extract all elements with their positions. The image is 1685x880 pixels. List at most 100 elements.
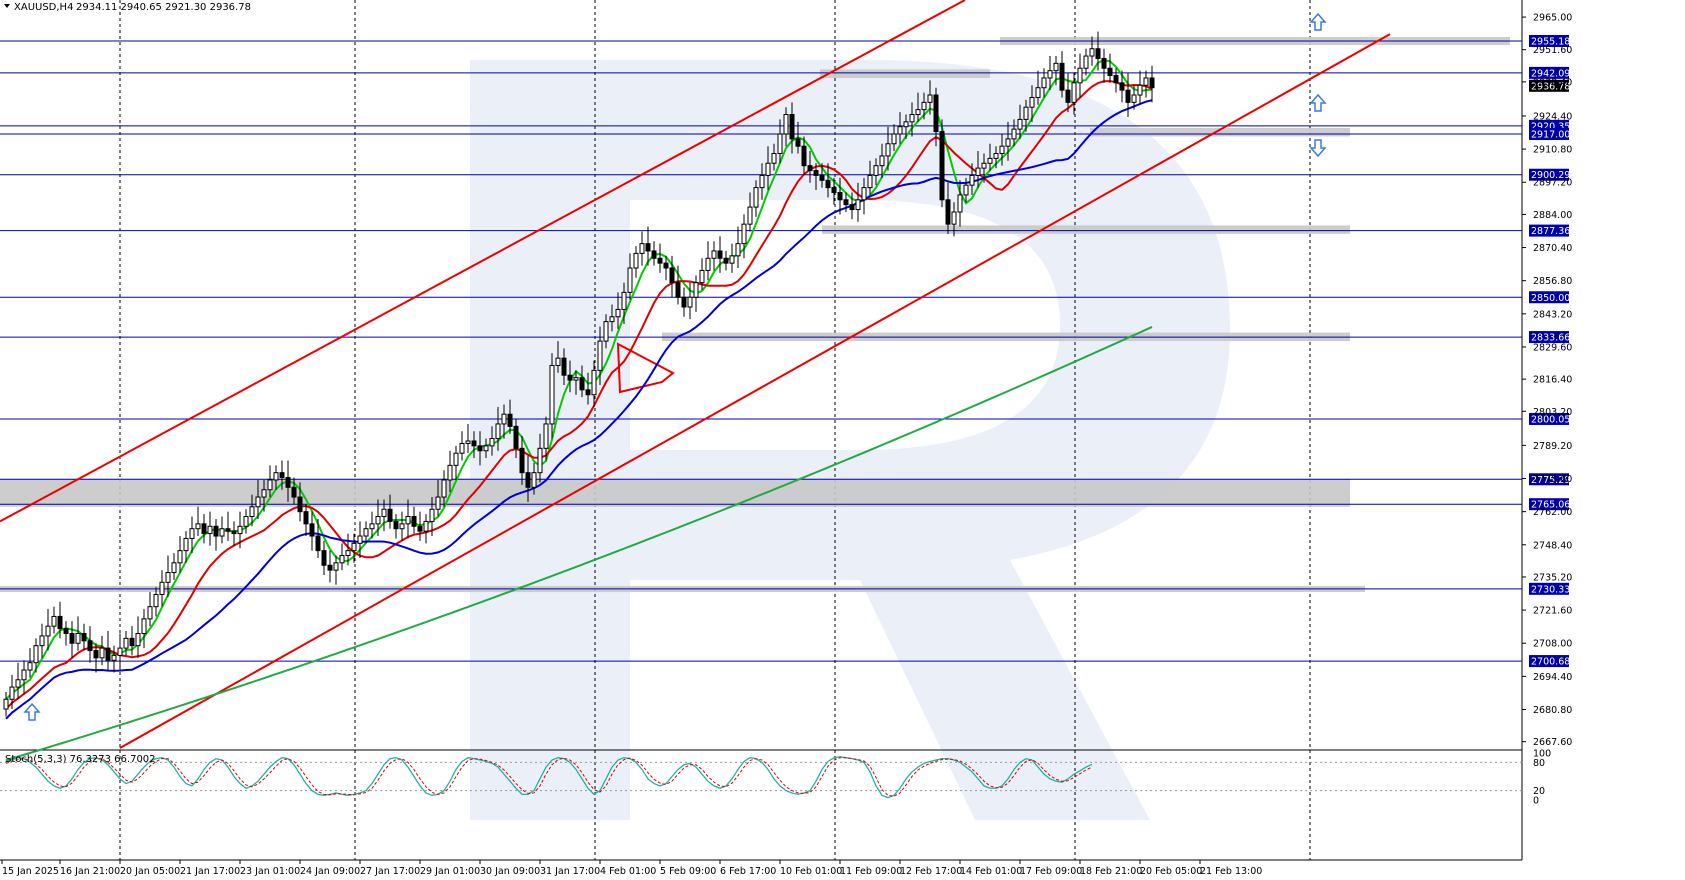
y-tick-label: 2951.60 bbox=[1533, 45, 1572, 56]
candle-body bbox=[429, 508, 435, 522]
candle-body bbox=[507, 413, 513, 427]
candle-body bbox=[1029, 96, 1035, 108]
candle-body bbox=[111, 654, 117, 661]
candle-body bbox=[933, 94, 939, 133]
level-tag bbox=[1529, 582, 1569, 595]
candle-body bbox=[585, 389, 591, 396]
candle-body bbox=[339, 555, 345, 564]
candle-body bbox=[243, 516, 249, 527]
candle-body bbox=[825, 179, 831, 189]
candle-body bbox=[93, 650, 99, 659]
candle-body bbox=[357, 535, 363, 544]
candle-body bbox=[327, 564, 333, 571]
candle-body bbox=[129, 637, 135, 647]
y-tick-label: 2748.40 bbox=[1533, 540, 1572, 551]
candle-body bbox=[369, 523, 375, 530]
candle-body bbox=[993, 152, 999, 159]
candle-body bbox=[363, 528, 369, 537]
candle-body bbox=[81, 632, 87, 642]
candle-body bbox=[837, 191, 843, 201]
candle-body bbox=[393, 520, 399, 530]
time-axis: 15 Jan 2025 16 Jan 21:00 20 Jan 05:00 21 Ja… bbox=[1, 860, 1262, 877]
candle-body bbox=[63, 628, 69, 634]
x-tick-label: 30 Jan 09:00 bbox=[480, 866, 540, 877]
level-tag-label: 2700.68 bbox=[1531, 657, 1570, 668]
y-tick-label: 2870.40 bbox=[1533, 243, 1572, 254]
y-tick-label: 2856.80 bbox=[1533, 276, 1572, 287]
candle-body bbox=[987, 157, 993, 164]
candle-body bbox=[981, 162, 987, 169]
candle-body bbox=[861, 187, 867, 201]
candle-body bbox=[813, 170, 819, 176]
candle-body bbox=[495, 423, 501, 440]
watermark-logo bbox=[470, 60, 1230, 820]
candle-body bbox=[321, 550, 327, 566]
y-tick-label: 2884.00 bbox=[1533, 210, 1572, 221]
y-tick-label: 2775.60 bbox=[1533, 474, 1572, 485]
candle-body bbox=[951, 211, 957, 225]
candle-body bbox=[969, 174, 975, 186]
candle-body bbox=[153, 594, 159, 608]
candle-body bbox=[651, 250, 657, 259]
candle-body bbox=[309, 523, 315, 537]
candle-body bbox=[573, 377, 579, 381]
y-tick-label: 2667.60 bbox=[1533, 737, 1572, 748]
stochastic-panel bbox=[0, 756, 1522, 799]
level-tag-label: 2917.00 bbox=[1531, 130, 1570, 141]
candle-body bbox=[447, 464, 453, 481]
price-zone bbox=[0, 478, 1350, 507]
candle-body bbox=[1023, 106, 1029, 120]
candle-body bbox=[1077, 67, 1083, 84]
candle-body bbox=[525, 472, 531, 488]
candle-body bbox=[945, 199, 951, 225]
candle-body bbox=[927, 94, 933, 103]
candle-body bbox=[897, 126, 903, 135]
candle-body bbox=[387, 508, 393, 522]
up-arrow-icon bbox=[23, 702, 41, 721]
y-tick-label: 2938.40 bbox=[1533, 77, 1572, 88]
candle-body bbox=[87, 640, 93, 652]
price-zone bbox=[1090, 127, 1350, 137]
x-tick-label: 4 Feb 01:00 bbox=[600, 866, 656, 877]
y-tick-label: 2735.20 bbox=[1533, 572, 1572, 583]
level-tag-label: 2765.06 bbox=[1531, 500, 1570, 511]
candle-body bbox=[939, 131, 945, 201]
candle-body bbox=[273, 472, 279, 481]
candle-body bbox=[15, 679, 21, 688]
y-tick-label: 2843.20 bbox=[1533, 309, 1572, 320]
candle-body bbox=[1005, 138, 1011, 147]
candle-body bbox=[99, 647, 105, 659]
chart-header: XAUUSD,H4 2934.11 2940.65 2921.30 2936.7… bbox=[4, 2, 251, 13]
candle-body bbox=[999, 145, 1005, 154]
candle-body bbox=[501, 413, 507, 425]
candle-body bbox=[267, 479, 273, 491]
candle-body bbox=[1125, 89, 1131, 103]
candle-body bbox=[411, 516, 417, 527]
candle-body bbox=[1053, 62, 1059, 72]
candle-body bbox=[423, 520, 429, 532]
candle-body bbox=[165, 572, 171, 583]
candle-body bbox=[315, 535, 321, 552]
candle-body bbox=[915, 109, 921, 116]
candle-body bbox=[147, 606, 153, 620]
channel-upper-line bbox=[0, 0, 966, 523]
candle-body bbox=[807, 165, 813, 172]
candle-body bbox=[351, 542, 357, 552]
candle-body bbox=[399, 523, 405, 530]
dropdown-triangle-icon[interactable] bbox=[4, 4, 10, 8]
candle-body bbox=[747, 206, 753, 225]
candle-body bbox=[921, 101, 927, 111]
candle-body bbox=[3, 698, 9, 710]
candle-body bbox=[27, 662, 33, 671]
candle-body bbox=[975, 167, 981, 176]
x-tick-label: 21 Jan 17:00 bbox=[180, 866, 240, 877]
candle-body bbox=[723, 257, 729, 264]
candle-body bbox=[291, 486, 297, 498]
candle-body bbox=[261, 489, 267, 498]
candle-body bbox=[1101, 57, 1107, 69]
candle-body bbox=[1113, 75, 1119, 84]
candle-body bbox=[711, 250, 717, 259]
candle-body bbox=[717, 250, 723, 259]
channel-lower-line bbox=[119, 33, 1391, 749]
